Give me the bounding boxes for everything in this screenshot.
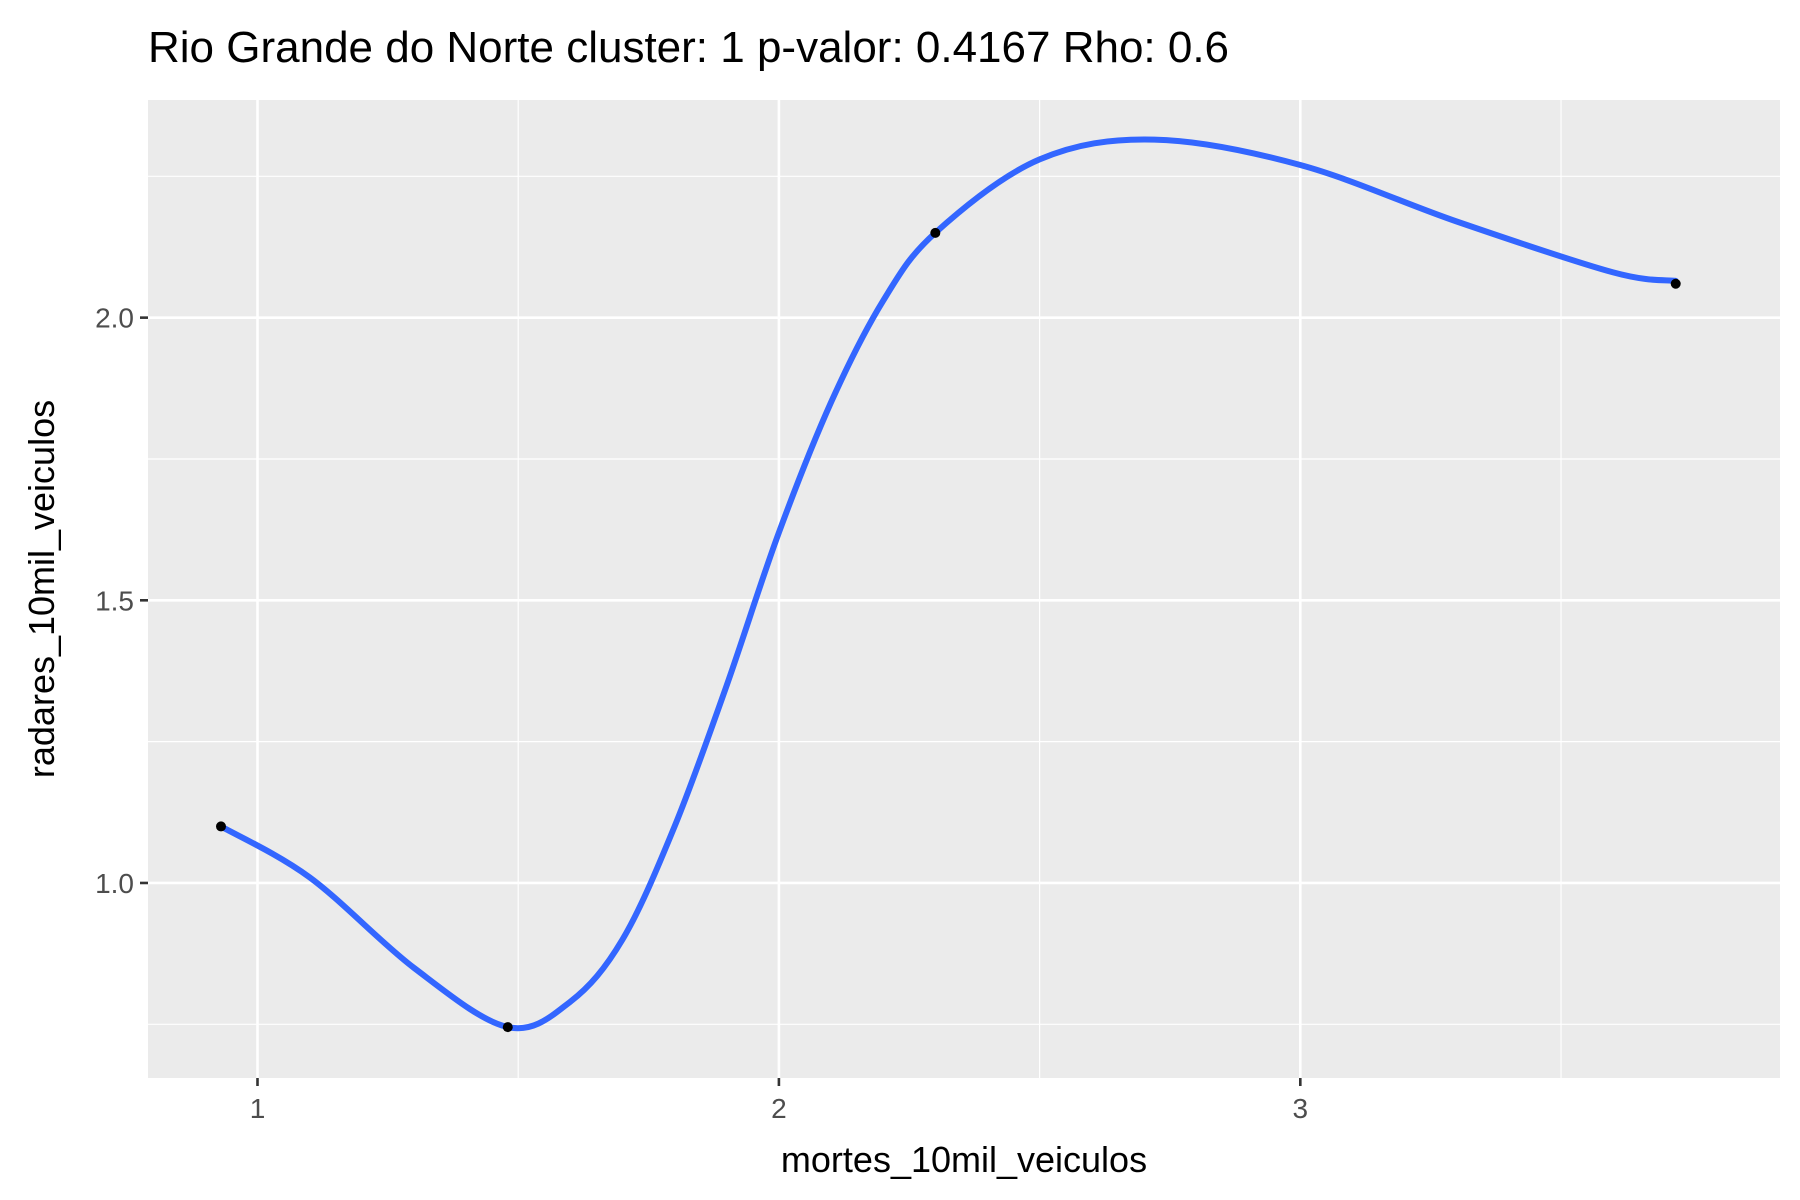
plot-panel	[148, 100, 1780, 1078]
major-gridlines	[148, 100, 1780, 1078]
points-layer	[215, 227, 1681, 1033]
x-tick-label: 1	[250, 1093, 266, 1124]
y-axis: 1.0 1.5 2.0	[95, 303, 148, 899]
chart-title: Rio Grande do Norte cluster: 1 p-valor: …	[148, 23, 1229, 72]
y-axis-title: radares_10mil_veiculos	[21, 400, 62, 778]
x-tick-label: 2	[771, 1093, 787, 1124]
x-axis: 1 2 3	[250, 1078, 1308, 1124]
data-point	[502, 1022, 513, 1033]
data-point	[930, 227, 941, 238]
y-tick-label: 1.5	[95, 585, 134, 616]
x-tick-label: 3	[1293, 1093, 1309, 1124]
minor-gridlines	[148, 100, 1780, 1078]
y-tick-label: 2.0	[95, 303, 134, 334]
data-point	[1670, 278, 1681, 289]
smooth-line	[218, 136, 1679, 1032]
y-tick-label: 1.0	[95, 868, 134, 899]
data-point	[215, 821, 226, 832]
smooth-line-layer	[218, 136, 1679, 1032]
x-axis-title: mortes_10mil_veiculos	[781, 1139, 1147, 1180]
